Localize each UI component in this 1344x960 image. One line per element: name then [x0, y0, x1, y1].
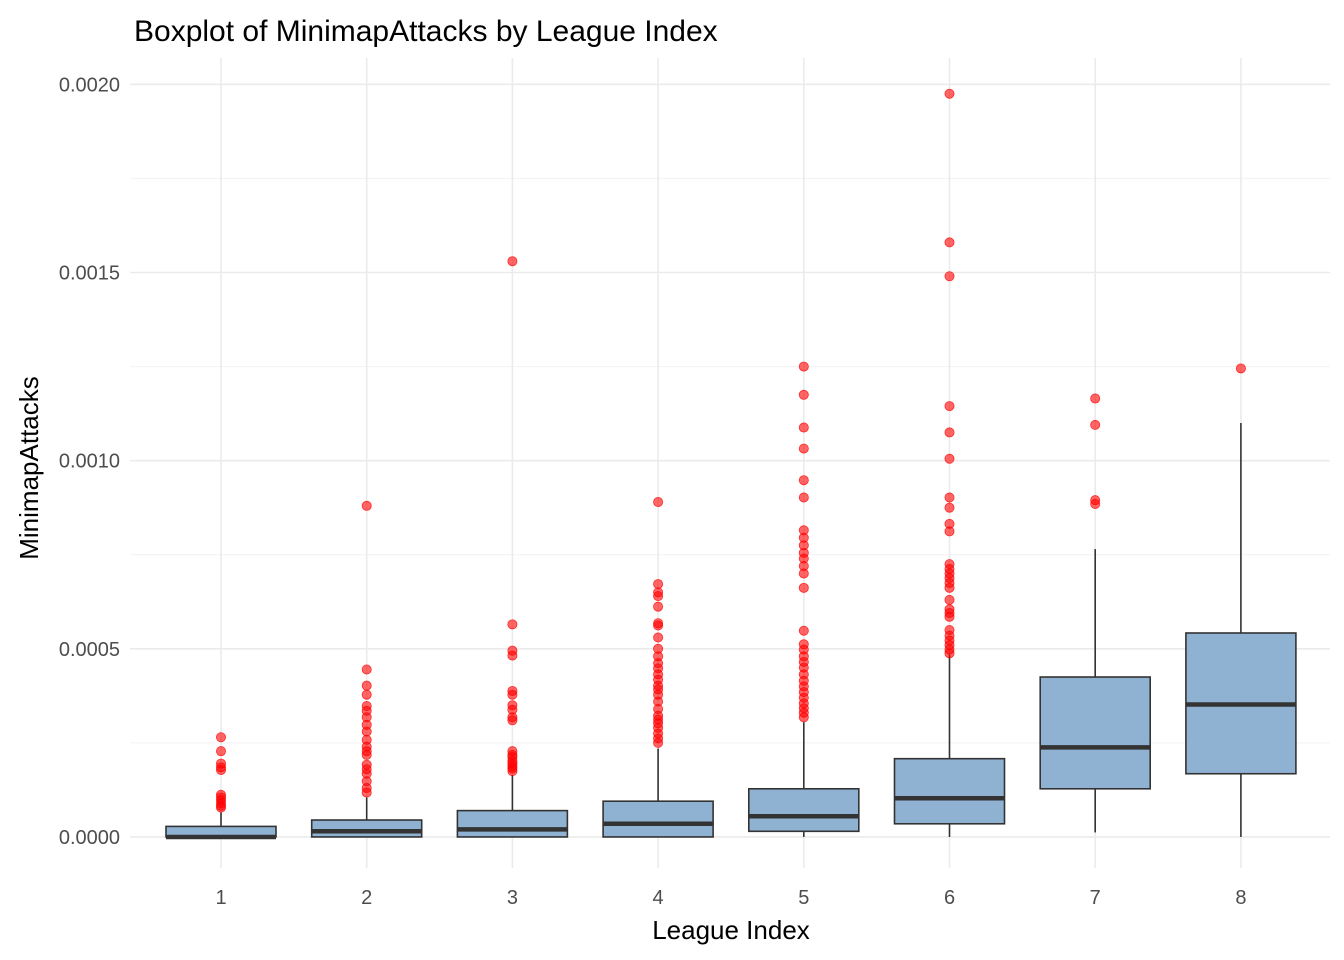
outlier-point	[798, 389, 809, 400]
outlier-point	[798, 568, 809, 579]
outlier-point	[361, 664, 372, 675]
outlier-point	[215, 764, 226, 775]
outlier-point	[507, 689, 518, 700]
x-tick-label: 8	[1235, 887, 1246, 909]
x-tick-label: 1	[215, 887, 226, 909]
outlier-point	[215, 732, 226, 743]
outlier-point	[944, 648, 955, 659]
chart-title: Boxplot of MinimapAttacks by League Inde…	[134, 15, 718, 48]
box-iqr	[893, 757, 1006, 825]
outlier-point	[653, 632, 664, 643]
outlier-point	[1235, 363, 1246, 374]
outlier-point	[1090, 393, 1101, 404]
outlier-point	[361, 726, 372, 737]
outlier-point	[653, 601, 664, 612]
x-tick-label: 5	[798, 887, 809, 909]
outlier-point	[944, 427, 955, 438]
y-tick-label: 0.0020	[59, 74, 120, 96]
y-tick-label: 0.0010	[59, 451, 120, 473]
outlier-point	[944, 271, 955, 282]
box-group-league-7	[1039, 549, 1151, 833]
outlier-point	[798, 492, 809, 503]
box-group-league-8	[1185, 423, 1297, 837]
outlier-point	[653, 737, 664, 748]
outlier-point	[944, 237, 955, 248]
outlier-point	[361, 749, 372, 760]
box-group-league-3	[456, 774, 569, 838]
outlier-point	[507, 766, 518, 777]
outlier-point	[944, 88, 955, 99]
box-group-league-5	[747, 722, 860, 837]
box-group-league-6	[893, 654, 1006, 837]
y-axis-title: MinimapAttacks	[14, 376, 44, 560]
box-iqr	[1039, 676, 1151, 790]
outlier-point	[1090, 419, 1101, 430]
outlier-point	[944, 582, 955, 593]
x-tick-label: 6	[944, 887, 955, 909]
outlier-point	[944, 492, 955, 503]
outlier-point	[507, 650, 518, 661]
x-tick-label: 3	[507, 887, 518, 909]
outlier-layer	[215, 88, 1246, 813]
x-tick-label: 2	[361, 887, 372, 909]
outlier-point	[507, 619, 518, 630]
outlier-point	[653, 591, 664, 602]
outlier-point	[1090, 498, 1101, 509]
outlier-point	[944, 611, 955, 622]
outlier-point	[361, 680, 372, 691]
outlier-point	[798, 422, 809, 433]
outlier-point	[653, 620, 664, 631]
outlier-point	[944, 401, 955, 412]
box-group-league-1	[165, 812, 277, 840]
y-tick-label: 0.0005	[59, 639, 120, 661]
box-iqr	[602, 800, 714, 838]
outlier-point	[215, 802, 226, 813]
outlier-point	[215, 746, 226, 757]
tick-layer: 0.0000 0.0005 0.0010 0.0015 0.0020 1 2 3 4 5 6 7 8	[59, 74, 1247, 909]
y-tick-label: 0.0015	[59, 262, 120, 284]
box-iqr	[310, 819, 423, 838]
outlier-point	[361, 689, 372, 700]
x-tick-label: 7	[1090, 887, 1101, 909]
box-group-league-2	[310, 797, 423, 838]
outlier-point	[944, 453, 955, 464]
box-layer	[165, 423, 1297, 840]
outlier-point	[361, 500, 372, 511]
box-iqr	[456, 809, 569, 838]
outlier-point	[653, 497, 664, 508]
outlier-point	[798, 625, 809, 636]
outlier-point	[798, 712, 809, 723]
outlier-point	[507, 256, 518, 267]
outlier-point	[944, 502, 955, 513]
x-tick-label: 4	[653, 887, 664, 909]
outlier-point	[944, 594, 955, 605]
outlier-point	[798, 582, 809, 593]
outlier-point	[361, 787, 372, 798]
box-iqr	[747, 787, 860, 833]
outlier-point	[798, 475, 809, 486]
box-group-league-4	[602, 748, 714, 838]
outlier-point	[507, 715, 518, 726]
outlier-point	[653, 579, 664, 590]
outlier-point	[798, 443, 809, 454]
y-tick-label: 0.0000	[59, 827, 120, 849]
outlier-point	[944, 526, 955, 537]
x-axis-title: League Index	[652, 915, 810, 945]
outlier-point	[798, 361, 809, 372]
